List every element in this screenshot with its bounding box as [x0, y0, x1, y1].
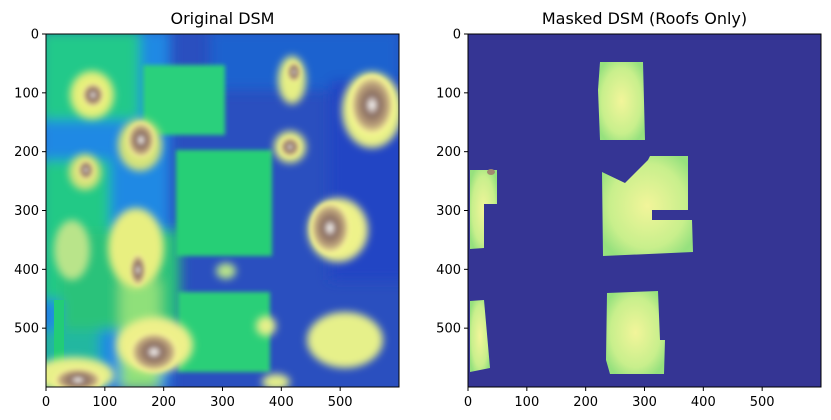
x-tick-label: 0: [42, 395, 50, 410]
x-tick-label: 100: [514, 395, 539, 410]
x-tick-label: 200: [573, 395, 598, 410]
y-tick-label: 300: [14, 204, 39, 219]
y-tick-label: 500: [14, 322, 39, 337]
y-tick-label: 300: [436, 204, 461, 219]
roof-region: [470, 170, 497, 249]
y-tick-label: 500: [436, 322, 461, 337]
panel-title-masked: Masked DSM (Roofs Only): [542, 9, 747, 28]
x-ticks-masked: 0 100 200 300 400 500: [464, 387, 775, 410]
x-tick-label: 100: [92, 395, 117, 410]
roof-region: [598, 62, 645, 140]
x-tick-label: 200: [151, 395, 176, 410]
y-tick-label: 100: [436, 86, 461, 101]
panel-original-dsm: Original DSM: [14, 9, 400, 410]
y-ticks-original: 0 100 200 300 400 500: [14, 28, 46, 337]
roof-region: [470, 300, 490, 372]
y-tick-label: 200: [14, 145, 39, 160]
x-tick-label: 400: [269, 395, 294, 410]
x-tick-label: 400: [691, 395, 716, 410]
x-tick-label: 500: [750, 395, 775, 410]
y-tick-label: 100: [14, 86, 39, 101]
x-ticks-original: 0 100 200 300 400 500: [42, 387, 353, 410]
masked-heatmap-image: [468, 34, 821, 387]
y-tick-label: 0: [31, 28, 39, 43]
panel-masked-dsm: Masked DSM (Roofs Only) 0 100 200 300 400 500…: [436, 9, 822, 410]
x-tick-label: 300: [210, 395, 235, 410]
x-tick-label: 300: [632, 395, 657, 410]
y-tick-label: 400: [436, 263, 461, 278]
y-tick-label: 400: [14, 263, 39, 278]
dsm-heatmap-image: [46, 34, 399, 387]
y-tick-label: 0: [453, 28, 461, 43]
panel-title-original: Original DSM: [171, 9, 275, 28]
y-tick-label: 200: [436, 145, 461, 160]
x-tick-label: 0: [464, 395, 472, 410]
roof-region: [602, 156, 693, 256]
y-ticks-masked: 0 100 200 300 400 500: [436, 28, 468, 337]
x-tick-label: 500: [328, 395, 353, 410]
roof-region: [606, 291, 665, 374]
